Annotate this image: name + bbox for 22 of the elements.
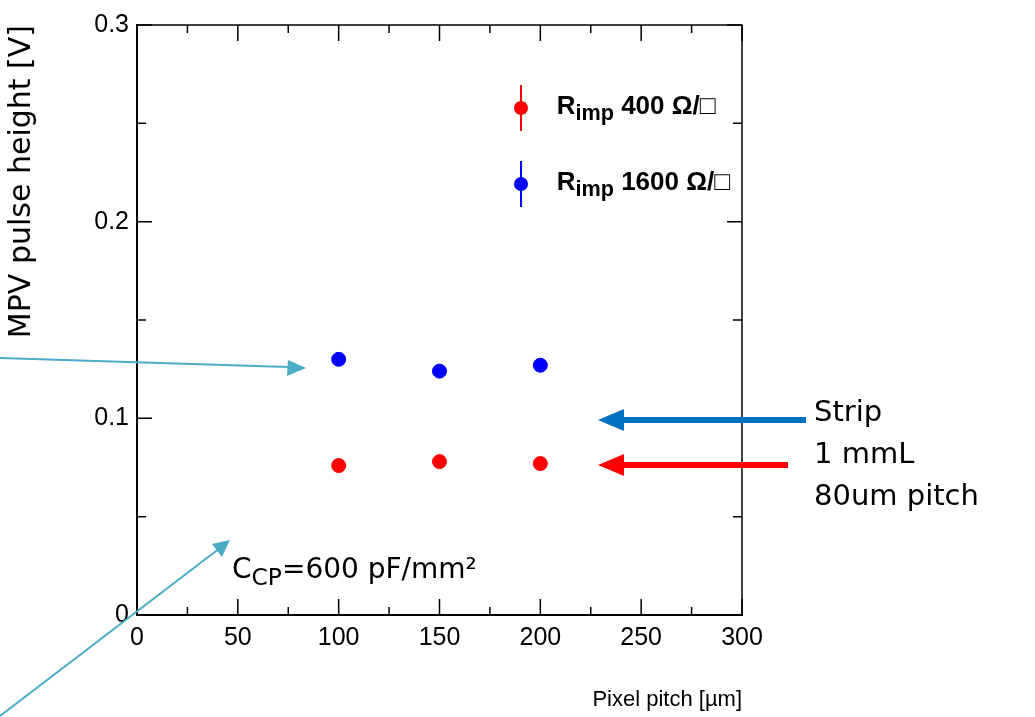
y-tick-label: 0.1 [94, 402, 129, 431]
x-axis-title: Pixel pitch [µm] [592, 685, 742, 711]
x-tick-label: 150 [418, 621, 461, 650]
text: Strip 1 mmL 80um pitch [814, 393, 979, 514]
x-tick-label: 200 [519, 621, 562, 650]
y-tick-label: 0 [115, 598, 129, 627]
x-tick-label: 250 [620, 621, 663, 650]
y-tick-label: 0.2 [94, 205, 129, 234]
point [432, 363, 447, 379]
legend-label: R$_{imp}$ 400 Ω/□ [556, 89, 716, 127]
annotation: C$_{CP}$=600 pF/mm² [232, 552, 477, 591]
legend-label: R$_{imp}$ 1600 Ω/□ [556, 165, 730, 203]
x-tick-label: 100 [317, 621, 360, 650]
x-tick-label: 50 [223, 621, 252, 650]
point [331, 458, 347, 474]
point [432, 454, 447, 470]
y-axis-title: MPV pulse height [V] [1, 25, 37, 339]
x-tick-label: 300 [721, 621, 763, 650]
point [331, 351, 347, 367]
point [532, 357, 548, 373]
point [532, 456, 548, 472]
y-tick-label: 0.3 [94, 8, 129, 37]
